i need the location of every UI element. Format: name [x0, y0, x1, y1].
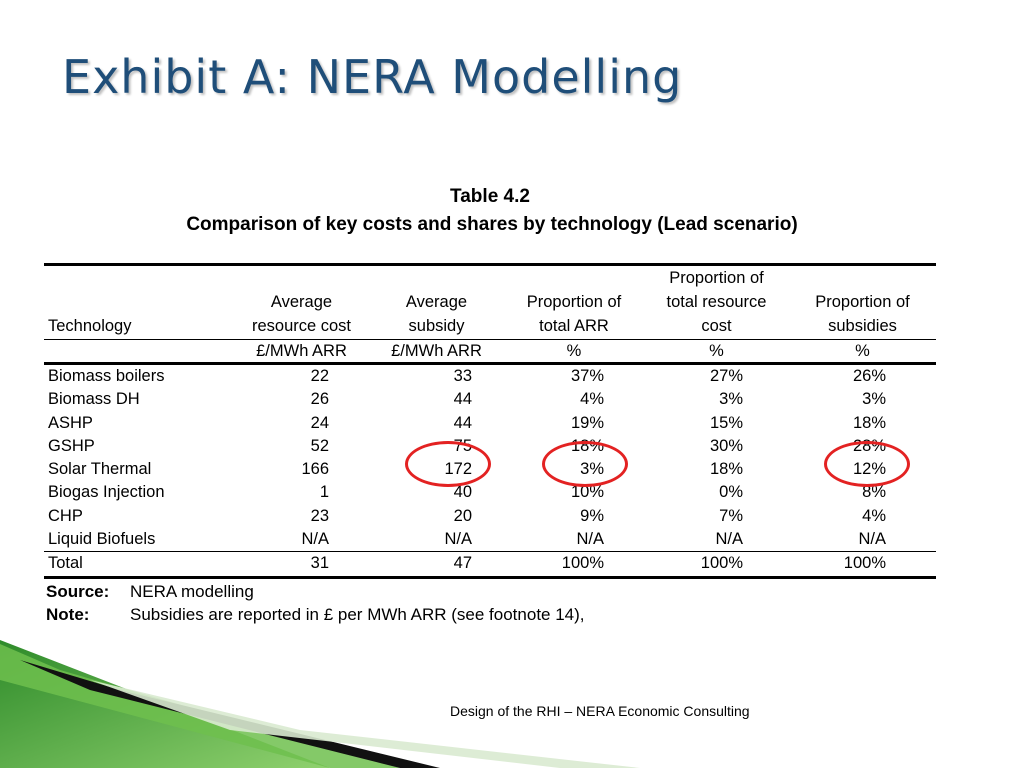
- table-cell: 31: [234, 551, 369, 579]
- row-label: ASHP: [48, 413, 93, 432]
- table-cell: 26%: [852, 367, 886, 385]
- table-cell: N/A: [301, 530, 329, 549]
- row-label: Biogas Injection: [48, 483, 165, 502]
- table-cell: 100%: [789, 551, 936, 579]
- total-row: Total 31 47 100% 100% 100%: [44, 551, 936, 579]
- table-caption: Comparison of key costs and shares by te…: [186, 214, 798, 235]
- table-cell: N/A: [715, 530, 743, 549]
- table-cell: 15%: [709, 413, 743, 432]
- row-label: CHP: [48, 506, 83, 525]
- unit-cell: %: [644, 339, 789, 365]
- table-cell: 8%: [862, 483, 886, 502]
- unit-cell: £/MWh ARR: [369, 339, 504, 365]
- table-cell: 3%: [719, 390, 743, 409]
- row-label: GSHP: [48, 436, 95, 455]
- table-cell: 40: [453, 483, 472, 502]
- table-row: Liquid Biofuels N/A N/A N/A N/A N/A: [44, 528, 936, 552]
- table-row: CHP 23 20 9% 7% 4%: [44, 505, 936, 528]
- table-cell: 18%: [852, 413, 886, 432]
- table-row: GSHP 52 75 18% 30% 28%: [44, 435, 936, 458]
- unit-cell: %: [789, 339, 936, 365]
- header-avg-subsidy: Average subsidy: [369, 266, 504, 340]
- table-cell: 27%: [709, 367, 743, 385]
- slide-footer: Design of the RHI – NERA Economic Consul…: [450, 703, 750, 719]
- table-cell: 24: [310, 413, 329, 432]
- highlight-circle-subsidy: [405, 441, 491, 487]
- table-cell: N/A: [576, 530, 604, 549]
- table-number: Table 4.2: [450, 186, 530, 207]
- table-cell: 44: [453, 413, 472, 432]
- table-cell: 52: [310, 436, 329, 455]
- table-cell: 100%: [504, 551, 644, 579]
- table-cell: 23: [310, 506, 329, 525]
- header-prop-total-resource-cost: Proportion of total resource cost: [644, 266, 789, 340]
- table-cell: 0%: [719, 483, 743, 502]
- table-cell: 44: [453, 390, 472, 409]
- table-row: Biomass boilers 22 33 37% 27% 26%: [44, 364, 936, 389]
- table-cell: 4%: [862, 506, 886, 525]
- table-cell: 22: [310, 367, 329, 385]
- source-label: Source:: [46, 582, 110, 601]
- row-label: Solar Thermal: [48, 460, 152, 479]
- header-prop-total-arr: Proportion of total ARR: [504, 266, 644, 340]
- comparison-table: Technology Average resource cost Average s…: [44, 263, 936, 579]
- unit-cell: %: [504, 339, 644, 365]
- table-cell: 30%: [709, 436, 743, 455]
- table-cell: 47: [369, 551, 504, 579]
- unit-cell: £/MWh ARR: [234, 339, 369, 365]
- table-cell: 9%: [580, 506, 604, 525]
- source-text: NERA modelling: [130, 582, 254, 601]
- table-row: Biogas Injection 1 40 10% 0% 8%: [44, 481, 936, 504]
- highlight-circle-subsidies-share: [824, 441, 910, 487]
- green-swoosh-decoration: [0, 640, 640, 768]
- header-prop-subsidies: Proportion of subsidies: [789, 266, 936, 340]
- note-text: Subsidies are reported in £ per MWh ARR …: [130, 605, 585, 624]
- table-cell: 3%: [862, 390, 886, 409]
- table-cell: 37%: [570, 367, 604, 385]
- table-cell: 18%: [709, 460, 743, 479]
- header-technology: Technology: [44, 266, 234, 340]
- table-notes: Source: NERA modelling Note: Subsidies are…: [46, 582, 585, 628]
- row-label: Liquid Biofuels: [48, 530, 156, 549]
- header-avg-resource-cost: Average resource cost: [234, 266, 369, 340]
- table-cell: 20: [453, 506, 472, 525]
- highlight-circle-arr: [542, 441, 628, 487]
- table-cell: N/A: [858, 530, 886, 549]
- header-row: Technology Average resource cost Average s…: [44, 266, 936, 340]
- note-label: Note:: [46, 605, 90, 624]
- table-row: Biomass DH 26 44 4% 3% 3%: [44, 388, 936, 411]
- unit-cell: [44, 339, 234, 365]
- table-cell: 100%: [644, 551, 789, 579]
- table-cell: 1: [319, 483, 329, 502]
- table-cell: 26: [310, 390, 329, 409]
- row-label: Biomass boilers: [48, 367, 165, 385]
- table-cell: 19%: [570, 413, 604, 432]
- table-cell: 33: [453, 367, 472, 385]
- table-cell: 4%: [580, 390, 604, 409]
- slide-title: Exhibit A: NERA Modelling: [62, 50, 683, 104]
- table-cell: 166: [301, 460, 329, 479]
- table-cell: 10%: [570, 483, 604, 502]
- row-label: Biomass DH: [48, 390, 140, 409]
- table-cell: N/A: [444, 530, 472, 549]
- units-row: £/MWh ARR £/MWh ARR % % %: [44, 339, 936, 365]
- row-label: Total: [44, 551, 234, 579]
- table-cell: 7%: [719, 506, 743, 525]
- table-row: ASHP 24 44 19% 15% 18%: [44, 412, 936, 435]
